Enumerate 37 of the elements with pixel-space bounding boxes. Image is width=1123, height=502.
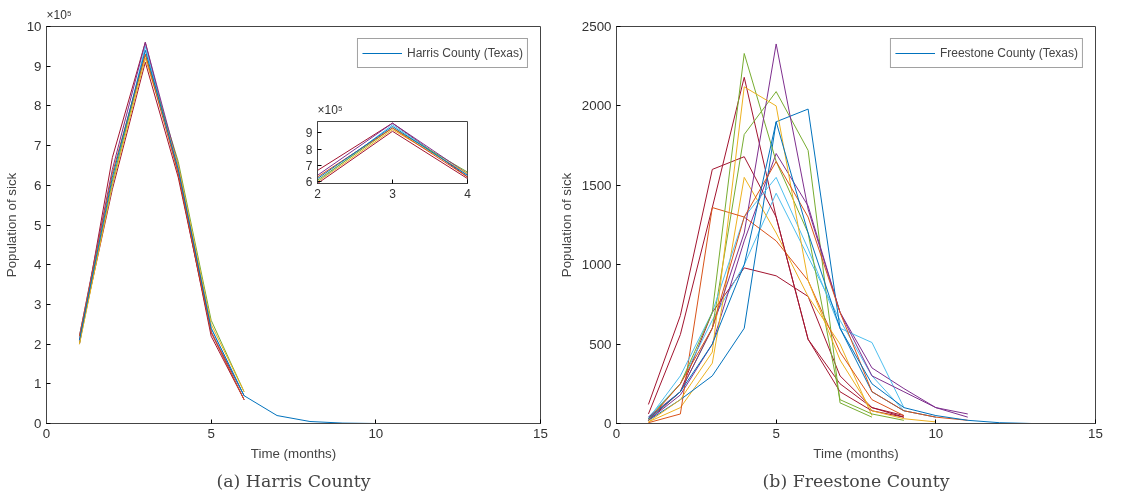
y-tick-label: 2500 — [581, 19, 612, 34]
x-tick-label: 4 — [464, 186, 472, 201]
y-axis-title: Population of sick — [558, 172, 574, 278]
x-tick-label: 3 — [389, 186, 397, 201]
y-tick-label: 500 — [589, 336, 612, 352]
y-tick-label: 9 — [34, 58, 42, 74]
text: (b) Freestone County — [762, 470, 950, 491]
x-tick-label: 10 — [368, 425, 384, 441]
annotation: ×10⁵ — [317, 102, 343, 117]
y-tick-label: 2000 — [581, 98, 612, 114]
y-tick-label: 7 — [34, 138, 42, 154]
legend-label: Freestone County (Texas) — [939, 46, 1078, 60]
x-tick-label: 15 — [1088, 425, 1103, 441]
y-tick-label: 3 — [34, 296, 42, 312]
y-tick-label: 9 — [305, 126, 313, 141]
y-axis-title: Population of sick — [3, 172, 19, 278]
x-tick-label: 5 — [207, 425, 215, 441]
x-tick-label: 15 — [533, 425, 548, 441]
y-tick-label: 1000 — [581, 257, 612, 273]
y-tick-label: 6 — [305, 175, 313, 190]
legend-label: Harris County (Texas) — [406, 46, 523, 60]
y-tick-label: 10 — [26, 19, 42, 34]
x-axis-title: Time (months) — [813, 445, 899, 461]
y-tick-label: 8 — [34, 98, 42, 114]
y-tick-label: 6 — [34, 177, 42, 193]
y-tick-label: 1 — [34, 376, 42, 392]
y-tick-label: 2 — [34, 336, 42, 352]
y-tick-label: 4 — [34, 257, 43, 273]
x-tick-label: 5 — [772, 425, 780, 441]
text: ×10⁵ — [46, 7, 72, 22]
y-tick-label: 1500 — [581, 177, 612, 193]
x-axis-title: Time (months) — [250, 445, 337, 461]
y-tick-label: 8 — [305, 142, 313, 157]
text: (a) Harris County — [216, 470, 371, 491]
x-tick-label: 10 — [928, 425, 944, 441]
y-tick-label: 7 — [305, 159, 313, 174]
y-tick-label: 5 — [34, 217, 42, 233]
